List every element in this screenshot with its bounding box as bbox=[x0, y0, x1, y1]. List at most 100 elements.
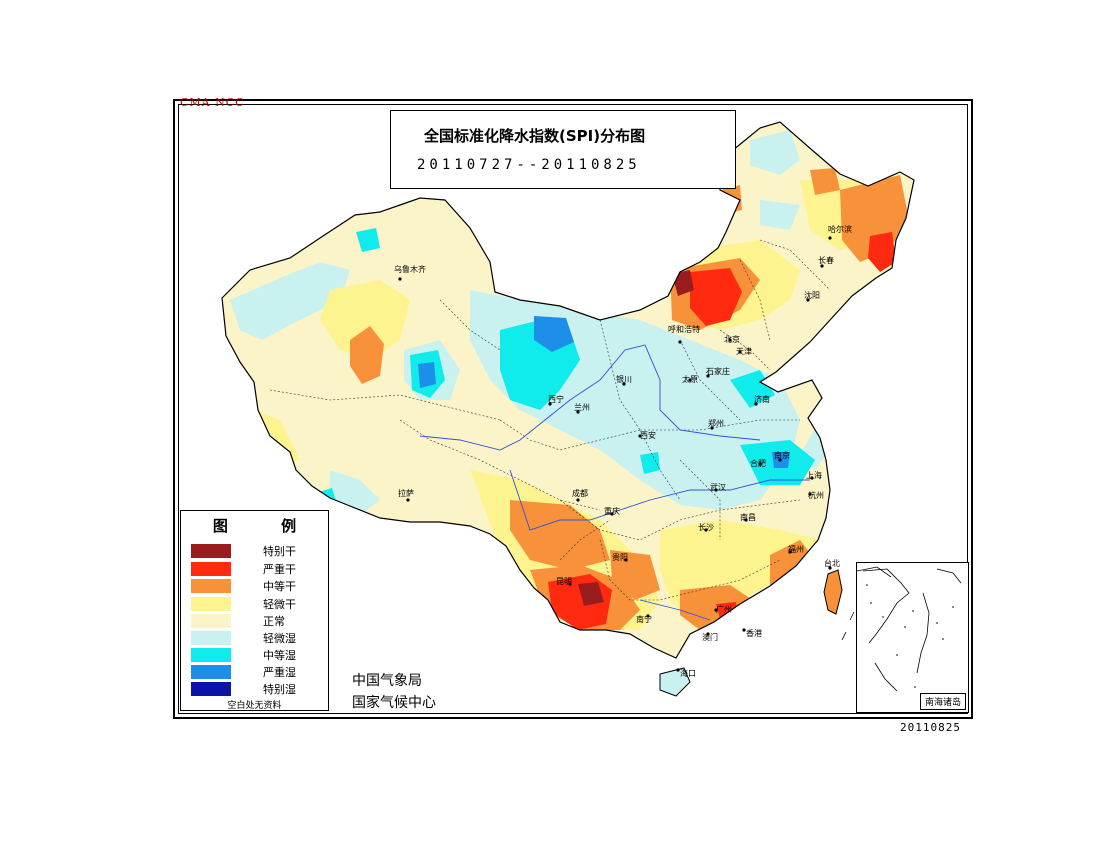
city-taipei: 台北 bbox=[824, 558, 840, 570]
city-beijing: 北京 bbox=[724, 334, 740, 344]
city-label: 拉萨 bbox=[398, 488, 414, 498]
city-macau: 澳门 bbox=[702, 632, 718, 642]
city-label: 哈尔滨 bbox=[828, 224, 852, 234]
legend-item: 特别干 bbox=[191, 543, 326, 559]
city-label: 台北 bbox=[824, 558, 840, 568]
legend-item: 轻微湿 bbox=[191, 630, 326, 646]
legend-swatch bbox=[191, 614, 231, 628]
taiwan-island bbox=[823, 569, 843, 615]
city-label: 合肥 bbox=[750, 458, 766, 468]
city-nanchang: 南昌 bbox=[740, 512, 756, 522]
hainan-island bbox=[659, 667, 691, 697]
rivers bbox=[419, 344, 810, 621]
city-yinchuan: 银川 bbox=[616, 374, 632, 386]
legend-swatch bbox=[191, 648, 231, 662]
city-label: 长沙 bbox=[698, 522, 714, 532]
city-wuhan: 武汉 bbox=[710, 482, 726, 492]
city-label: 兰州 bbox=[574, 402, 590, 412]
south-china-sea-inset: 南海诸岛 bbox=[856, 562, 969, 713]
legend-label: 严重湿 bbox=[263, 666, 296, 679]
city-label: 福州 bbox=[788, 545, 804, 554]
city-xian: 西安 bbox=[638, 430, 656, 440]
city-label: 贵阳 bbox=[612, 552, 628, 562]
legend-swatch bbox=[191, 579, 231, 593]
city-label: 乌鲁木齐 bbox=[394, 264, 426, 274]
legend-label: 中等干 bbox=[263, 580, 296, 593]
legend-item: 特别湿 bbox=[191, 681, 326, 697]
legend: 图 例 特别干 严重干 中等干 轻微干 正常 轻微湿 中等湿 严重湿 特别湿 空… bbox=[180, 510, 329, 711]
city-changchun: 长春 bbox=[818, 255, 834, 268]
city-label: 呼和浩特 bbox=[668, 324, 700, 334]
city-label: 石家庄 bbox=[706, 366, 730, 376]
city-hefei: 合肥 bbox=[750, 458, 766, 468]
city-label: 南京 bbox=[774, 450, 790, 460]
date-range: 20110727--20110825 bbox=[417, 157, 641, 173]
city-fuzhou: 福州 bbox=[788, 545, 804, 554]
legend-swatch bbox=[191, 597, 231, 611]
legend-label: 轻微湿 bbox=[263, 632, 296, 645]
city-nanjing: 南京 bbox=[774, 450, 790, 462]
legend-label: 中等湿 bbox=[263, 649, 296, 662]
city-zhengzhou: 郑州 bbox=[708, 418, 724, 430]
city-hangzhou: 杭州 bbox=[808, 490, 824, 500]
inset-map bbox=[857, 566, 962, 692]
city-label: 海口 bbox=[680, 668, 696, 678]
city-label: 天津 bbox=[736, 346, 752, 356]
province-boundaries bbox=[269, 239, 831, 601]
cities: 乌鲁木齐 哈尔滨 长春 沈阳 呼和浩特 北京 天津 石家庄 太原 银川 西宁 兰… bbox=[394, 224, 852, 678]
city-shanghai: 上海 bbox=[806, 470, 822, 480]
city-label: 郑州 bbox=[708, 418, 724, 428]
legend-swatch bbox=[191, 562, 231, 576]
city-label: 武汉 bbox=[710, 482, 726, 492]
city-label: 银川 bbox=[616, 374, 632, 384]
city-chengdu: 成都 bbox=[572, 488, 588, 502]
legend-title: 图 例 bbox=[212, 517, 321, 535]
city-xining: 西宁 bbox=[548, 394, 564, 406]
china-border bbox=[221, 121, 915, 659]
map-inner-frame bbox=[178, 104, 968, 714]
city-changsha: 长沙 bbox=[698, 522, 714, 532]
city-label: 南昌 bbox=[740, 512, 756, 522]
legend-item: 轻微干 bbox=[191, 596, 326, 612]
city-lhasa: 拉萨 bbox=[398, 488, 414, 502]
city-label: 济南 bbox=[754, 394, 770, 404]
city-label: 澳门 bbox=[702, 632, 718, 642]
agency-line-1: 中国气象局 bbox=[352, 673, 422, 689]
city-jinan: 济南 bbox=[754, 394, 770, 406]
legend-item: 中等湿 bbox=[191, 647, 326, 663]
city-label: 西宁 bbox=[548, 394, 564, 404]
city-label: 太原 bbox=[682, 374, 698, 384]
city-urumqi: 乌鲁木齐 bbox=[394, 264, 426, 281]
issue-date: 20110825 bbox=[900, 721, 961, 734]
legend-swatch bbox=[191, 631, 231, 645]
city-nanning: 南宁 bbox=[636, 614, 652, 624]
sea-boundary-marks bbox=[841, 611, 855, 641]
city-label: 西安 bbox=[640, 430, 656, 440]
watermark: CMA NCC bbox=[180, 96, 245, 109]
city-hohhot: 呼和浩特 bbox=[668, 324, 700, 344]
city-label: 昆明 bbox=[556, 577, 572, 586]
legend-label: 正常 bbox=[263, 615, 285, 628]
city-label: 广州 bbox=[716, 604, 732, 614]
legend-label: 轻微干 bbox=[263, 598, 296, 611]
legend-item: 严重湿 bbox=[191, 664, 326, 680]
city-label: 成都 bbox=[572, 488, 588, 498]
city-hongkong: 香港 bbox=[742, 628, 762, 638]
city-label: 香港 bbox=[746, 628, 762, 638]
agency-line-2: 国家气候中心 bbox=[352, 695, 436, 711]
title-box: 全国标准化降水指数(SPI)分布图 20110727--20110825 bbox=[390, 110, 736, 189]
city-kunming: 昆明 bbox=[556, 577, 572, 586]
legend-item: 中等干 bbox=[191, 578, 326, 594]
city-label: 南宁 bbox=[636, 614, 652, 624]
city-guangzhou: 广州 bbox=[714, 604, 732, 614]
legend-label: 特别湿 bbox=[263, 683, 296, 696]
city-tianjin: 天津 bbox=[736, 346, 752, 356]
city-label: 北京 bbox=[724, 334, 740, 344]
legend-label: 特别干 bbox=[263, 545, 296, 558]
city-taiyuan: 太原 bbox=[682, 374, 698, 384]
inset-label: 南海诸岛 bbox=[919, 693, 966, 710]
legend-label: 严重干 bbox=[263, 563, 296, 576]
legend-swatch bbox=[191, 544, 231, 558]
city-label: 上海 bbox=[806, 470, 822, 480]
